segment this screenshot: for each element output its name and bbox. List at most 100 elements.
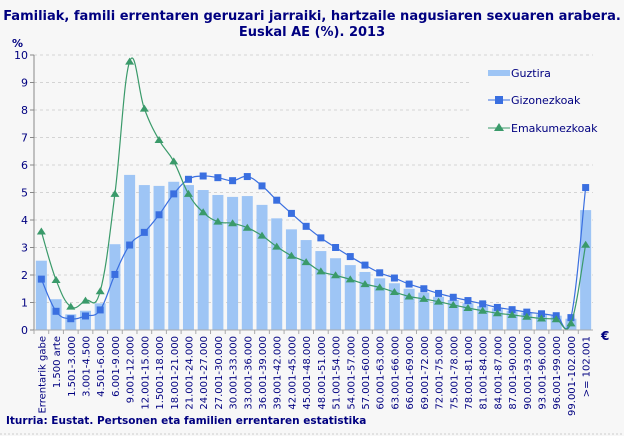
marker-emakumezkoak <box>316 267 326 275</box>
x-tick-label: 66.001-69.000 <box>405 336 416 410</box>
y-tick-label: 0 <box>21 324 28 337</box>
x-tick-label: 54.001-57.000 <box>346 336 357 410</box>
marker-gizonezkoak <box>273 196 281 204</box>
bar <box>153 185 165 330</box>
marker-gizonezkoak <box>37 275 45 283</box>
marker-emakumezkoak <box>389 288 399 296</box>
x-tick-label: 63.001-66.000 <box>390 336 401 410</box>
y-tick-label: 6 <box>21 159 28 172</box>
y-axis-label: % <box>12 37 23 50</box>
x-tick-label: 75.001-78.000 <box>449 336 460 410</box>
marker-emakumezkoak <box>51 275 61 283</box>
marker-emakumezkoak <box>80 296 90 304</box>
marker-emakumezkoak <box>301 258 311 266</box>
bar <box>433 296 445 330</box>
marker-emakumezkoak <box>478 306 488 314</box>
bar <box>418 292 430 330</box>
marker-emakumezkoak <box>537 314 547 322</box>
y-tick-label: 5 <box>21 187 28 200</box>
x-tick-label: 45.001-48.000 <box>302 336 313 410</box>
x-tick-label: Errentarik gabe <box>37 336 48 414</box>
y-tick-label: 1 <box>21 297 28 310</box>
marker-emakumezkoak <box>331 271 341 279</box>
marker-emakumezkoak <box>345 275 355 283</box>
x-tick-label: 72.001-75.000 <box>435 336 446 410</box>
x-tick-label: 57.001-60.000 <box>361 336 372 410</box>
marker-emakumezkoak <box>110 189 120 197</box>
x-tick-label: 90.001-93.000 <box>523 336 534 410</box>
bar <box>374 278 386 330</box>
marker-gizonezkoak <box>508 306 516 314</box>
x-tick-label: 48.001-51.000 <box>317 336 328 410</box>
bar <box>506 310 518 330</box>
line-gizonezkoak <box>40 175 587 330</box>
marker-gizonezkoak <box>376 269 384 277</box>
marker-gizonezkoak <box>523 308 531 316</box>
chart-subtitle: Euskal AE (%). 2013 <box>239 25 385 40</box>
x-tick-label: 1.5001-18.000 <box>155 336 166 410</box>
x-tick-label: 78.001-81.000 <box>464 336 475 410</box>
marker-gizonezkoak <box>582 184 590 192</box>
x-tick-label: >= 102.001 <box>582 336 593 397</box>
bar <box>462 303 474 330</box>
marker-gizonezkoak <box>567 314 575 322</box>
marker-gizonezkoak <box>111 270 119 278</box>
marker-gizonezkoak <box>229 177 237 185</box>
y-tick-label: 8 <box>21 104 28 117</box>
marker-emakumezkoak <box>242 223 252 231</box>
x-tick-label: 36.001-39.000 <box>258 336 269 410</box>
bar <box>227 196 239 330</box>
x-tick-label: 4.501-6.000 <box>96 336 107 397</box>
bar <box>477 306 489 330</box>
bar <box>79 310 91 330</box>
marker-gizonezkoak <box>81 312 89 320</box>
marker-gizonezkoak <box>405 280 413 288</box>
x-tick-label: 1.500 arte <box>52 336 63 388</box>
marker-gizonezkoak <box>464 297 472 305</box>
legend-label-emakumezkoak: Emakumezkoak <box>511 122 598 135</box>
marker-gizonezkoak <box>67 315 75 323</box>
bar <box>580 210 592 330</box>
y-tick-label: 2 <box>21 269 28 282</box>
x-axis-unit-label: € <box>600 329 609 343</box>
legend-marker-gizonezkoak <box>495 96 503 104</box>
marker-gizonezkoak <box>538 310 546 318</box>
marker-gizonezkoak <box>332 244 340 251</box>
marker-gizonezkoak <box>126 241 134 249</box>
bar <box>491 308 503 330</box>
bar <box>35 260 47 330</box>
marker-gizonezkoak <box>449 293 457 301</box>
bar <box>197 190 209 330</box>
y-tick-label: 10 <box>14 49 28 62</box>
marker-emakumezkoak <box>198 208 208 216</box>
y-tick-label: 7 <box>21 132 28 145</box>
marker-gizonezkoak <box>493 303 501 311</box>
marker-gizonezkoak <box>184 175 192 183</box>
bar <box>403 288 415 330</box>
marker-gizonezkoak <box>170 190 178 198</box>
marker-emakumezkoak <box>125 57 135 65</box>
marker-gizonezkoak <box>96 306 104 314</box>
marker-gizonezkoak <box>302 222 310 230</box>
legend-label-gizonezkoak: Gizonezkoak <box>511 94 581 107</box>
marker-emakumezkoak <box>360 280 370 288</box>
marker-emakumezkoak <box>507 310 517 318</box>
marker-emakumezkoak <box>551 315 561 323</box>
bar <box>271 218 283 330</box>
marker-emakumezkoak <box>419 294 429 302</box>
marker-gizonezkoak <box>140 228 148 236</box>
marker-emakumezkoak <box>154 135 164 143</box>
bar <box>344 265 356 330</box>
marker-emakumezkoak <box>139 104 149 112</box>
marker-gizonezkoak <box>435 289 443 297</box>
marker-emakumezkoak <box>213 217 223 225</box>
marker-gizonezkoak <box>479 300 487 308</box>
bar <box>447 300 459 330</box>
marker-emakumezkoak <box>95 287 105 295</box>
x-tick-label: 1.501-3.000 <box>67 336 78 397</box>
x-tick-label: 27.001-30.000 <box>214 336 225 410</box>
bar <box>285 229 297 330</box>
marker-emakumezkoak <box>448 300 458 308</box>
marker-gizonezkoak <box>155 211 163 219</box>
